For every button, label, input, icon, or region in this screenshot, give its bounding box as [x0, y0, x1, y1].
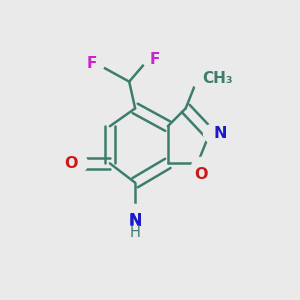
Text: O: O [194, 167, 208, 182]
Text: O: O [64, 156, 78, 171]
Circle shape [142, 52, 157, 67]
Circle shape [69, 154, 88, 173]
Text: N: N [128, 214, 142, 229]
Text: CH₃: CH₃ [202, 71, 232, 86]
Text: H: H [130, 225, 141, 240]
Circle shape [192, 158, 211, 176]
Circle shape [90, 56, 104, 71]
Text: F: F [149, 52, 160, 67]
Circle shape [126, 204, 145, 224]
Text: F: F [87, 56, 97, 71]
Circle shape [192, 68, 212, 89]
Text: N: N [213, 126, 226, 141]
Circle shape [203, 124, 223, 143]
Text: N: N [128, 213, 142, 228]
